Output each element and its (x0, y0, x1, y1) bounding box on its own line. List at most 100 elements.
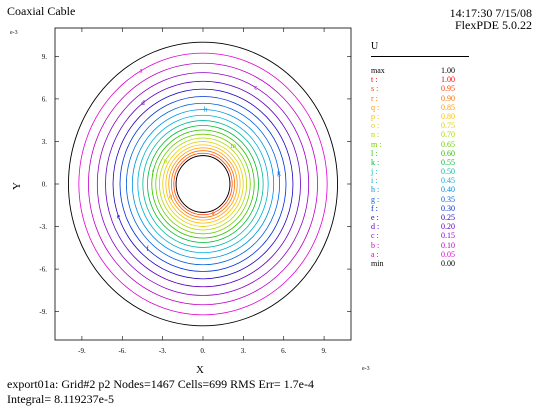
legend-value: 0.00 (441, 258, 455, 268)
x-tick-label: -3. (159, 347, 167, 355)
y-tick-label: 3. (42, 138, 48, 146)
contour-letter: f (146, 245, 149, 253)
software-version: FlexPDE 5.0.22 (454, 18, 532, 32)
solver-stats: export01a: Grid#2 p2 Nodes=1467 Cells=69… (7, 377, 314, 391)
legend-value: 0.95 (441, 84, 455, 94)
legend-title: U (371, 41, 379, 52)
legend-value: 0.60 (441, 148, 455, 158)
legend-entry: m : 0.65 (371, 140, 471, 149)
contour-line (151, 129, 255, 239)
contour-letter: g (277, 169, 281, 177)
legend-value: 0.65 (441, 139, 455, 149)
legend-letter: h : (371, 185, 380, 195)
legend-value: 0.50 (441, 167, 455, 177)
legend-entry: a : 0.05 (371, 250, 471, 259)
legend-entry: s : 0.95 (371, 84, 471, 93)
legend-letter: r : (371, 93, 378, 103)
legend-value: 0.25 (441, 213, 455, 222)
legend-value: 0.30 (441, 203, 455, 213)
legend-entry: j : 0.50 (371, 167, 471, 176)
legend-entry: n : 0.70 (371, 130, 471, 139)
outer-conductor-boundary (68, 41, 338, 327)
legend-entry: min 0.00 (371, 259, 471, 268)
legend-value: 1.00 (441, 66, 455, 75)
legend-value: 0.80 (441, 111, 455, 121)
contour-line (142, 120, 264, 248)
legend-entry: k : 0.55 (371, 158, 471, 167)
y-exponent-label: e-3 (10, 30, 18, 36)
contour-letter: q (169, 192, 173, 200)
contour-line (158, 137, 248, 231)
legend-entry: c : 0.15 (371, 231, 471, 240)
legend-value: 0.35 (441, 194, 455, 204)
contour-line (88, 62, 318, 306)
contour-line (170, 150, 236, 218)
legend-entry: i : 0.45 (371, 176, 471, 185)
legend-value: 0.75 (441, 121, 455, 131)
legend-entry: o : 0.75 (371, 121, 471, 130)
contour-letter: c (254, 84, 257, 92)
contour-letter: l (152, 169, 154, 177)
y-tick-label: -6. (39, 266, 47, 274)
contour-line (147, 125, 259, 243)
legend-letter: n : (371, 130, 380, 140)
legend-letter: min (371, 258, 384, 268)
contour-line (96, 72, 310, 296)
x-tick-label: -9. (78, 347, 86, 355)
x-tick-label: 3. (241, 347, 247, 355)
contour-line (112, 88, 294, 280)
legend-letter: e : (371, 213, 379, 222)
legend-value: 0.20 (441, 222, 455, 232)
contour-line (137, 114, 269, 254)
contour-letter: m (231, 142, 237, 150)
contour-lines (68, 41, 338, 327)
contour-line (155, 133, 251, 235)
legend-entry: l : 0.60 (371, 149, 471, 158)
legend-entry: r : 0.90 (371, 94, 471, 103)
x-tick-label: 9. (321, 347, 327, 355)
contour-labels: a c d e f g h l n m q s (117, 67, 281, 253)
contour-letter: s (212, 209, 215, 217)
legend-value: 0.15 (441, 231, 455, 241)
x-tick-label: -6. (118, 347, 126, 355)
legend-value: 0.90 (441, 93, 455, 103)
legend-letter: c : (371, 231, 379, 241)
inner-conductor-boundary (175, 155, 231, 213)
legend-letter: a : (371, 249, 379, 259)
legend: U max 1.00 t :1.00 s :0.95 r :0.90 q :0.85 p :… (371, 41, 471, 268)
legend-letter: f : (371, 203, 378, 213)
legend-letter: o : (371, 121, 380, 131)
integral-value: Integral= 8.119237e-5 (7, 392, 114, 406)
contour-letter: n (163, 157, 167, 165)
legend-entry: t : 1.00 (371, 75, 471, 84)
legend-value: 1.00 (441, 75, 455, 85)
legend-entry: d : 0.20 (371, 222, 471, 231)
y-tick-label: 0. (42, 181, 48, 189)
legend-value: 0.05 (441, 249, 455, 259)
legend-letter: l : (371, 148, 378, 158)
legend-entry: e : 0.25 (371, 213, 471, 222)
x-axis-label: X (196, 364, 204, 376)
legend-entry: p : 0.80 (371, 112, 471, 121)
contour-line (173, 152, 233, 216)
legend-entry: h : 0.40 (371, 185, 471, 194)
legend-letter: m : (371, 139, 382, 149)
legend-value: 0.10 (441, 240, 455, 250)
legend-letter: g : (371, 194, 380, 204)
legend-entry: f : 0.30 (371, 204, 471, 213)
y-tick-label: -3. (39, 223, 47, 231)
legend-entry: q : 0.85 (371, 103, 471, 112)
legend-letter: p : (371, 111, 380, 121)
legend-value: 0.40 (441, 185, 455, 195)
legend-value: 0.70 (441, 130, 455, 140)
y-tick-label: -9. (39, 308, 47, 316)
contour-letter: a (139, 67, 143, 75)
contour-line (131, 109, 275, 259)
y-axis-label: Y (11, 182, 23, 190)
y-tick-label: 6. (42, 95, 48, 103)
contour-line (119, 96, 287, 272)
legend-letter: j : (371, 167, 378, 177)
legend-entry: g : 0.35 (371, 195, 471, 204)
y-tick-label: 9. (42, 53, 48, 61)
